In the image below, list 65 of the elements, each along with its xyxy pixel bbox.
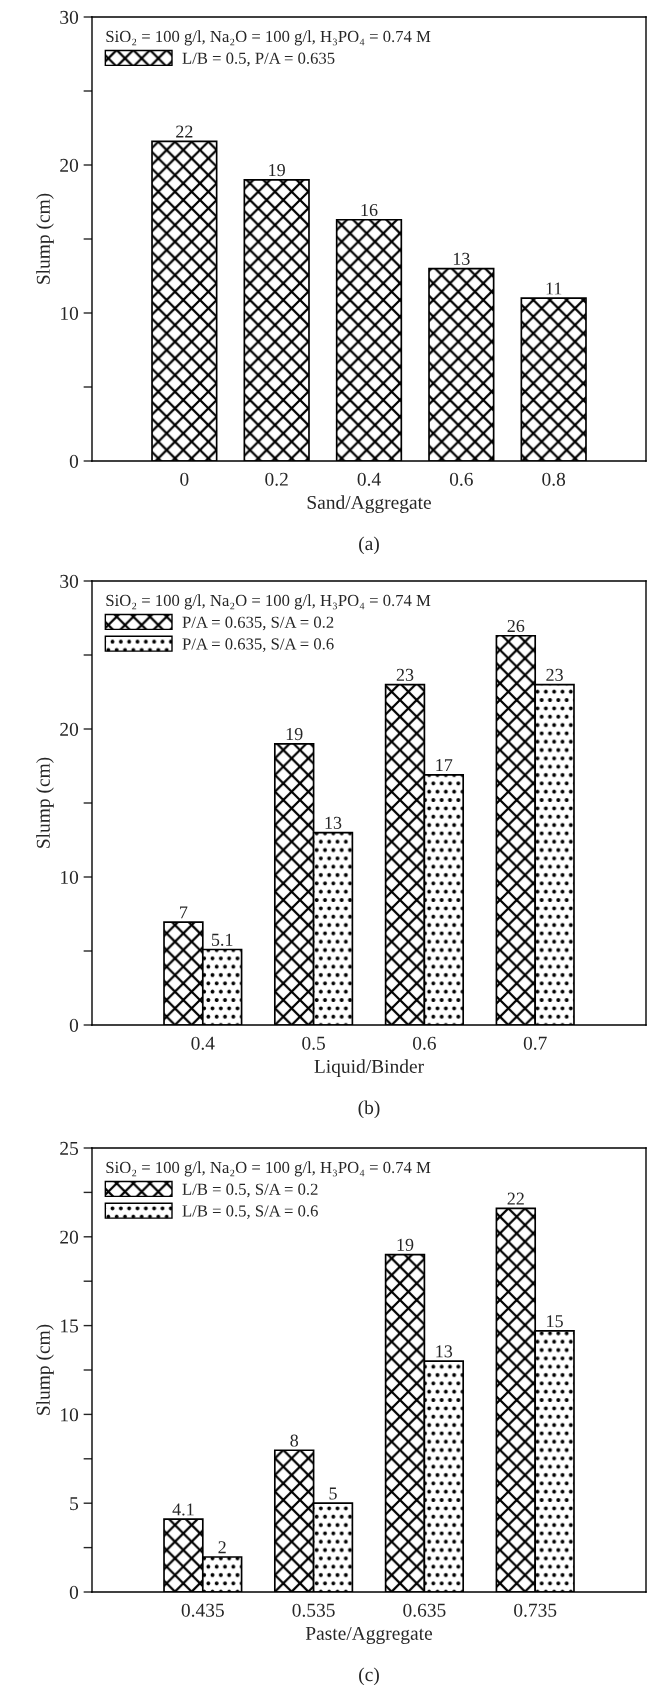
data-label: 19 — [286, 728, 303, 741]
data-label: 23 — [546, 668, 563, 681]
x-tick-label: 0.535 — [292, 1603, 335, 1617]
data-label: 13 — [453, 252, 470, 265]
data-label: 26 — [507, 619, 525, 633]
y-tick-label: 20 — [60, 1230, 79, 1244]
legend-title: SiO₂ = 100 g/l, Na₂O = 100 g/l, H₃PO₄ = 0.74 M — [106, 30, 431, 46]
data-label: 22 — [507, 1192, 524, 1205]
data-label: 13 — [436, 1345, 453, 1358]
y-tick-label: 25 — [60, 1141, 79, 1155]
y-tick-label: 0 — [69, 1585, 79, 1599]
data-label: 11 — [546, 282, 562, 295]
legend-label: L/B = 0.5, S/A = 0.2 — [182, 1183, 318, 1198]
data-label: 23 — [396, 668, 414, 681]
y-tick-label: 10 — [61, 870, 79, 884]
x-tick-label: 0.735 — [514, 1603, 557, 1617]
legend-label: P/A = 0.635, S/A = 0.6 — [182, 638, 334, 652]
data-label: 5 — [329, 1487, 337, 1500]
x-tick-label: 0.6 — [412, 1036, 436, 1050]
x-tick-label: 0.5 — [302, 1036, 325, 1050]
x-tick-label: 0.6 — [449, 472, 473, 486]
y-tick-label: 10 — [61, 306, 79, 320]
y-axis-title: Slump (cm) — [36, 193, 54, 284]
y-axis-title: Slump (cm) — [36, 757, 54, 848]
data-label: 7 — [180, 906, 188, 919]
y-tick-label: 30 — [60, 10, 79, 24]
y-tick-label: 30 — [60, 574, 79, 588]
legend-label: P/A = 0.635, S/A = 0.2 — [182, 616, 334, 631]
x-axis-title: Liquid/Binder — [314, 1059, 424, 1077]
x-axis-title: Paste/Aggregate — [305, 1626, 433, 1644]
data-label: 8 — [290, 1434, 299, 1447]
y-axis-title: Slump (cm) — [36, 1324, 54, 1415]
x-tick-label: 0 — [180, 472, 189, 486]
y-tick-label: 20 — [60, 722, 79, 736]
x-tick-label: 0.4 — [357, 472, 381, 486]
data-label: 2 — [218, 1541, 226, 1554]
data-label: 15 — [547, 1315, 563, 1328]
y-tick-label: 5 — [70, 1497, 79, 1511]
text: (b) — [358, 1100, 380, 1119]
data-label: 19 — [397, 1238, 414, 1251]
legend-label: L/B = 0.5, S/A = 0.6 — [182, 1205, 318, 1219]
x-axis-title: Sand/Aggregate — [307, 495, 431, 513]
text: (c) — [359, 1667, 379, 1686]
data-label: 5.1 — [211, 933, 233, 946]
x-tick-label: 0.435 — [181, 1603, 224, 1617]
legend-label: L/B = 0.5, P/A = 0.635 — [182, 52, 335, 67]
y-tick-label: 20 — [60, 158, 79, 172]
x-tick-label: 0.2 — [265, 472, 288, 486]
data-label: 22 — [176, 125, 193, 138]
y-tick-label: 0 — [69, 1018, 79, 1032]
x-tick-label: 0.4 — [191, 1036, 215, 1050]
text: (a) — [359, 536, 379, 555]
data-label: 17 — [436, 759, 453, 772]
data-label: 16 — [361, 203, 378, 217]
x-tick-label: 0.635 — [403, 1603, 446, 1617]
y-tick-label: 0 — [69, 454, 79, 468]
data-label: 19 — [269, 164, 285, 177]
x-tick-label: 0.8 — [542, 472, 566, 486]
legend-title: SiO₂ = 100 g/l, Na₂O = 100 g/l, H₃PO₄ = 0.74 M — [106, 594, 431, 610]
y-tick-label: 15 — [61, 1319, 79, 1333]
data-label: 13 — [325, 816, 342, 829]
x-tick-label: 0.7 — [523, 1036, 547, 1050]
legend-title: SiO₂ = 100 g/l, Na₂O = 100 g/l, H₃PO₄ = 0.74 M — [106, 1161, 431, 1177]
data-label: 4.1 — [172, 1503, 194, 1516]
y-tick-label: 10 — [61, 1408, 79, 1422]
